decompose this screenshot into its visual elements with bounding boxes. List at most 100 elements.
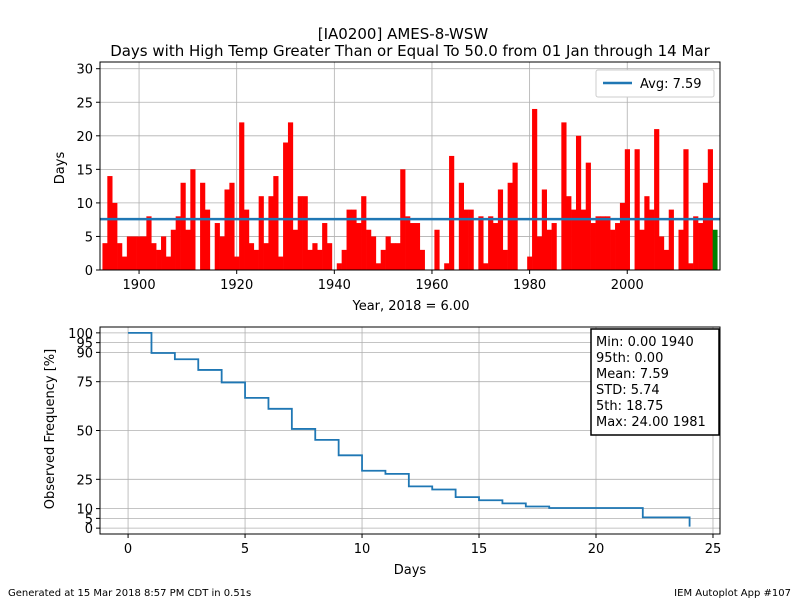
bar [624,149,630,270]
bar [283,142,289,270]
chart-title-line1: [IA0200] AMES-8-WSW [318,25,489,43]
stat-95th: 95th: 0.00 [596,351,663,366]
bar [175,216,181,270]
bar [263,243,269,270]
legend-box [595,69,715,98]
bar [663,249,670,270]
bar [634,149,640,270]
bar [449,155,455,270]
bar [170,229,176,270]
bar [678,229,684,270]
bar [380,249,386,270]
bar [566,196,572,270]
y-tick-label: 100 [68,327,93,342]
bar [585,162,591,270]
bar [580,209,587,270]
stat-min: Min: 0.00 1940 [596,335,694,350]
bar [488,216,494,270]
bar [527,256,533,270]
bar [693,216,699,270]
bar [253,249,259,270]
bar [615,223,621,270]
bar [590,223,596,270]
bar [244,209,250,270]
bar [287,122,294,270]
y-tick-label: 90 [76,346,93,361]
bar [204,209,211,270]
bar [600,216,606,270]
bar [322,223,328,270]
bar [370,236,377,270]
bar [121,256,128,270]
bar [224,189,230,270]
bar [561,122,567,270]
x-tick-label: 25 [705,542,722,557]
top-y-axis-label: Days [53,152,68,185]
top-chart-frame [99,61,721,271]
bar [141,236,147,270]
bar [131,236,137,270]
bar [458,182,465,270]
bar [668,209,674,270]
x-tick-label: 1980 [513,278,546,293]
frequency-step-line [128,331,691,527]
bar [536,236,543,270]
bar-current-year [712,229,718,270]
y-tick-label: 15 [76,163,93,178]
bar [507,182,513,270]
y-tick-label: 20 [76,130,93,145]
bottom-x-axis-label: Days [394,563,427,578]
footer-app-id: IEM Autoplot App #107 [674,588,791,599]
bar [312,243,318,270]
bottom-y-axis-label: Observed Frequency [%] [43,349,58,509]
bar [405,216,411,270]
y-tick-label: 95 [76,337,93,352]
bar [502,249,508,270]
bar [239,122,245,270]
bar [410,223,416,270]
bar [639,229,645,270]
bar [258,196,264,270]
bar [468,209,474,270]
bar [278,256,284,270]
y-tick-label: 75 [76,376,93,391]
x-tick-label: 1960 [415,278,448,293]
bar [683,149,689,270]
bar [575,135,582,270]
bar [546,229,552,270]
bar [419,249,425,270]
x-tick-label: 20 [588,542,605,557]
bar [146,216,152,270]
y-tick-label: 25 [76,96,93,111]
y-tick-label: 10 [76,197,93,212]
bar [605,216,611,270]
stats-box: Min: 0.00 1940 95th: 0.00 Mean: 7.59 STD… [590,328,720,436]
bar [180,182,186,270]
bar [117,243,123,270]
bar [483,263,489,270]
bar [214,223,220,270]
bar [375,263,382,270]
bar [351,209,357,270]
bar [512,162,518,270]
bar [644,196,650,270]
bar [112,202,118,270]
bar [273,176,279,270]
bar [161,236,167,270]
bar [702,182,709,270]
y-tick-label: 5 [85,230,93,245]
footer-generated: Generated at 15 Mar 2018 8:57 PM CDT in … [8,588,251,599]
bar [658,236,665,270]
bar [361,196,367,270]
x-tick-label: 1940 [318,278,351,293]
top-chart-bars [102,108,718,270]
bar [185,229,191,270]
bar [346,209,352,270]
bar [390,243,396,270]
y-tick-label: 50 [76,425,93,440]
bar [341,249,347,270]
bar [532,108,538,270]
stat-max: Max: 24.00 1981 [596,415,706,430]
